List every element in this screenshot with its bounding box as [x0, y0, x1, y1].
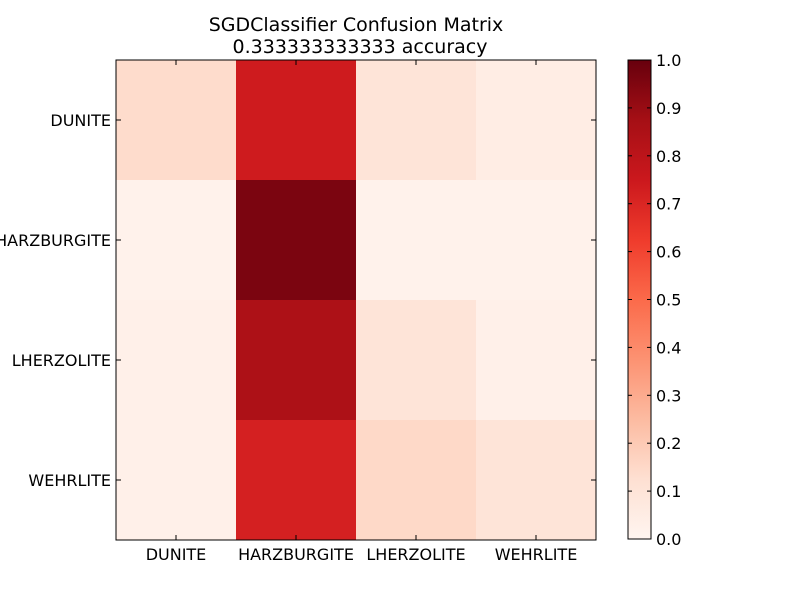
chart-title: SGDClassifier Confusion Matrix [209, 14, 504, 36]
row-label-wehrlite: WEHRLITE [28, 471, 111, 490]
heatmap-cells [116, 60, 597, 541]
colorbar-tick-label: 1.0 [656, 51, 681, 70]
heatmap-cell-r3-c2 [356, 420, 477, 541]
heatmap-cell-r1-c2 [356, 180, 477, 301]
colorbar-tick-label: 0.7 [656, 195, 681, 214]
heatmap-ticks [116, 60, 596, 540]
heatmap-frame [115, 59, 597, 541]
heatmap-cell-r0-c0 [116, 60, 237, 181]
heatmap-cell-r3-c3 [476, 420, 597, 541]
row-labels: DUNITE HARZBURGITE LHERZOLITE WEHRLITE [0, 111, 111, 490]
heatmap-cell-r2-c2 [356, 300, 477, 421]
column-labels: DUNITE HARZBURGITE LHERZOLITE WEHRLITE [146, 545, 578, 564]
heatmap-cell-r0-c2 [356, 60, 477, 181]
heatmap-cell-r0-c3 [476, 60, 597, 181]
colorbar-gradient [628, 60, 651, 539]
heatmap-cell-r2-c1 [236, 300, 357, 421]
heatmap-cell-r1-c3 [476, 180, 597, 301]
row-label-dunite: DUNITE [50, 111, 111, 130]
heatmap-cell-r2-c3 [476, 300, 597, 421]
colorbar-tick-label: 0.1 [656, 482, 681, 501]
colorbar-tick-label: 0.2 [656, 434, 681, 453]
column-label-harzburgite: HARZBURGITE [238, 545, 354, 564]
heatmap-cell-r2-c0 [116, 300, 237, 421]
heatmap-cell-r1-c1 [236, 180, 357, 301]
column-label-wehrlite: WEHRLITE [495, 545, 578, 564]
heatmap-cell-r3-c1 [236, 420, 357, 541]
heatmap-cell-r0-c1 [236, 60, 357, 181]
heatmap-cell-r3-c0 [116, 420, 237, 541]
colorbar-tick-label: 0.3 [656, 386, 681, 405]
colorbar-tick-label: 0.6 [656, 243, 681, 262]
column-label-lherzolite: LHERZOLITE [366, 545, 465, 564]
colorbar-tick-label: 0.5 [656, 291, 681, 310]
row-label-lherzolite: LHERZOLITE [12, 351, 111, 370]
colorbar-tick-label: 0.9 [656, 99, 681, 118]
colorbar-tick-label: 0.8 [656, 147, 681, 166]
colorbar-tick-label: 0.0 [656, 530, 681, 549]
colorbar-tick-label: 0.4 [656, 338, 681, 357]
heatmap-cell-r1-c0 [116, 180, 237, 301]
row-label-harzburgite: HARZBURGITE [0, 231, 111, 250]
colorbar-ticks: 0.0 0.1 0.2 0.3 0.4 0.5 0.6 0.7 0.8 0.9 1.0 [628, 51, 681, 549]
chart-subtitle: 0.333333333333 accuracy [233, 36, 488, 58]
column-label-dunite: DUNITE [146, 545, 207, 564]
